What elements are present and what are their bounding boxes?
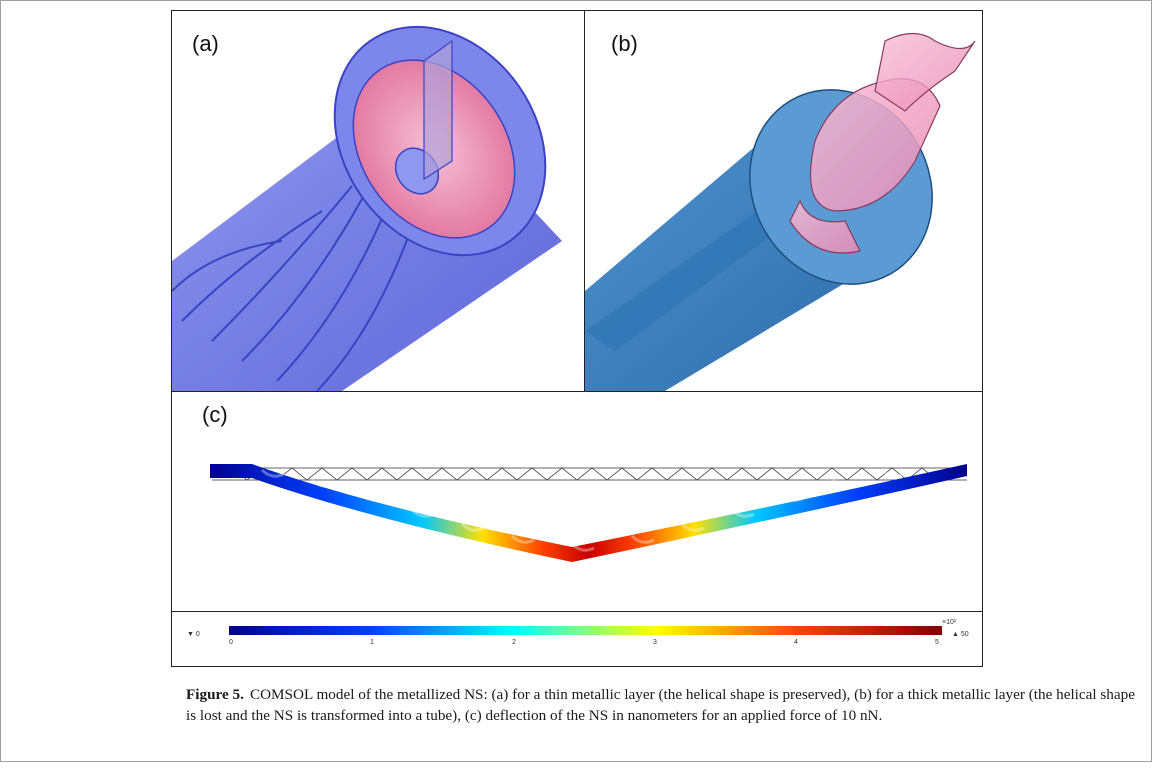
caption-label: Figure 5. <box>186 686 244 703</box>
colorbar-gradient <box>229 626 942 635</box>
panel-b-label: (b) <box>611 31 638 56</box>
colorbar-tick: 0 <box>229 639 233 646</box>
deformed-helix <box>210 464 967 562</box>
panel-c-illustration <box>210 464 967 562</box>
panel-c: (c) <box>172 392 982 612</box>
panel-c-label: (c) <box>202 402 228 427</box>
panel-b: (b) <box>585 11 982 392</box>
colorbar-max-marker: ▲ 50 <box>952 631 969 638</box>
colorbar-exponent: ×10¹ <box>942 619 957 626</box>
colorbar-min-marker: ▼ 0 <box>187 631 200 638</box>
panel-a-label: (a) <box>192 31 219 56</box>
colorbar: ▼ 0 ▲ 50 ×10¹ 0 1 2 3 4 5 <box>187 619 969 646</box>
panel-b-illustration <box>585 32 976 391</box>
panel-a-illustration <box>172 25 562 391</box>
colorbar-tick: 2 <box>512 639 516 646</box>
colorbar-tick: 5 <box>935 639 939 646</box>
undeformed-wireframe <box>212 467 967 481</box>
colorbar-tick: 3 <box>653 639 657 646</box>
figure-5: (a) (b) <box>171 10 983 667</box>
colorbar-panel: ▼ 0 ▲ 50 ×10¹ 0 1 2 3 4 5 <box>172 612 982 666</box>
caption-text: COMSOL model of the metallized NS: (a) f… <box>186 686 1135 724</box>
figure-caption: Figure 5. COMSOL model of the metallized … <box>186 684 1136 726</box>
panel-a: (a) <box>172 11 585 392</box>
colorbar-tick: 1 <box>370 639 374 646</box>
colorbar-tick: 4 <box>794 639 798 646</box>
